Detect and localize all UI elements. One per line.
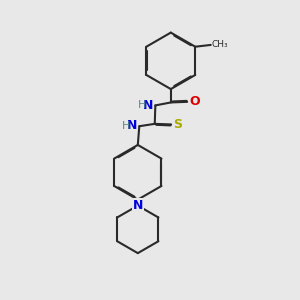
Text: H: H <box>138 100 146 110</box>
Text: H: H <box>122 121 130 131</box>
Text: N: N <box>143 99 154 112</box>
Text: N: N <box>133 199 143 212</box>
Text: O: O <box>189 95 200 108</box>
Text: N: N <box>127 119 137 132</box>
Text: S: S <box>173 118 182 131</box>
Text: CH₃: CH₃ <box>212 40 229 50</box>
